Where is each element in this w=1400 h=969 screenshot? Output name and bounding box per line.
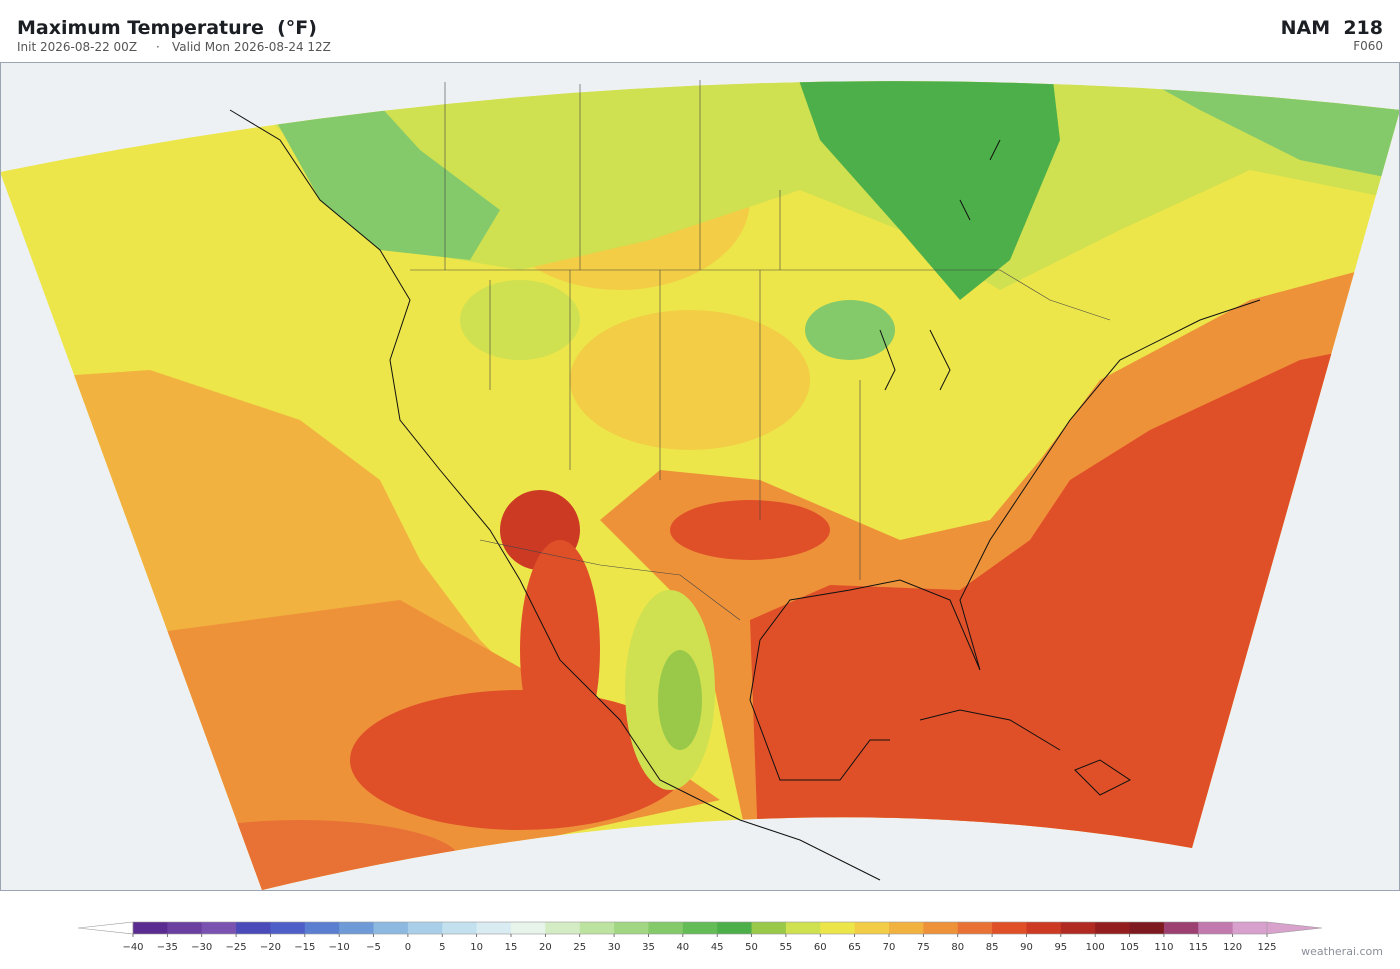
colorbar-tick-label: 95 — [1054, 942, 1067, 953]
colorbar-bin — [785, 922, 821, 934]
map — [0, 62, 1400, 891]
colorbar-under — [77, 921, 134, 935]
colorbar-bin — [820, 922, 856, 934]
forecast-hour: F060 — [1353, 39, 1383, 53]
colorbar-bin — [1095, 922, 1131, 934]
colorbar-bin — [1198, 922, 1234, 934]
colorbar-tick-label: 10 — [470, 942, 483, 953]
colorbar-bin — [648, 922, 684, 934]
colorbar: −40 −35 −30 −25 −20 −15 −10 −5 0 5 10 15 20 25 30 35 40 4… — [77, 921, 1323, 953]
colorbar-tick-label: 110 — [1154, 942, 1173, 953]
colorbar-tick-label: 65 — [848, 942, 861, 953]
coastlines — [229, 109, 1261, 881]
colorbar-bin — [442, 922, 478, 934]
colorbar-tick-label: −15 — [294, 942, 315, 953]
colorbar-bin — [1060, 922, 1096, 934]
separator: · — [156, 40, 160, 54]
colorbar-tick-label: 30 — [608, 942, 621, 953]
colorbar-frame — [132, 921, 1268, 935]
colorbar-tick-label: 90 — [1020, 942, 1033, 953]
colorbar-bin — [889, 922, 924, 934]
colorbar-tick-label: −35 — [157, 942, 178, 953]
valid-time: Valid Mon 2026-08-24 12Z — [172, 40, 331, 54]
temperature-field — [0, 81, 1400, 891]
colorbar-tick-label: −5 — [366, 942, 381, 953]
colorbar-tick-label: 120 — [1223, 942, 1242, 953]
colorbar-bin — [167, 922, 203, 934]
colorbar-bin — [476, 922, 512, 934]
colorbar-tick-label: −10 — [329, 942, 350, 953]
colorbar-tick-label: 20 — [539, 942, 552, 953]
colorbar-bin — [545, 922, 581, 934]
colorbar-tick-label: 50 — [745, 942, 758, 953]
colorbar-bin — [373, 922, 409, 934]
colorbar-tick-label: 105 — [1120, 942, 1139, 953]
colorbar-tick-label: 35 — [642, 942, 655, 953]
colorbar-tick-label: −40 — [122, 942, 143, 953]
colorbar-tick-label: 25 — [573, 942, 586, 953]
colorbar-bin — [407, 922, 443, 934]
colorbar-tick-label: 70 — [883, 942, 896, 953]
colorbar-over — [1266, 921, 1323, 935]
colorbar-bin — [957, 922, 993, 934]
colorbar-tick-label: 100 — [1086, 942, 1105, 953]
colorbar-tick-label: 115 — [1189, 942, 1208, 953]
colorbar-tick-label: 40 — [676, 942, 689, 953]
colorbar-bin — [923, 922, 959, 934]
colorbar-bin — [854, 922, 890, 934]
colorbar-bin — [1163, 922, 1199, 934]
colorbar-tick-label: 60 — [814, 942, 827, 953]
colorbar-bin — [579, 922, 615, 934]
colorbar-bin — [270, 922, 306, 934]
colorbar-bin — [1232, 922, 1268, 934]
colorbar-bin — [511, 922, 546, 934]
colorbar-tick-label: −20 — [260, 942, 281, 953]
colorbar-bin — [304, 922, 340, 934]
colorbar-tick-label: 125 — [1257, 942, 1276, 953]
colorbar-tick-label: 0 — [405, 942, 411, 953]
init-time: Init 2026-08-22 00Z — [17, 40, 137, 54]
colorbar-tick-label: 5 — [439, 942, 445, 953]
colorbar-bin — [236, 922, 271, 934]
title: Maximum Temperature (°F) — [17, 17, 317, 39]
colorbar-tick-label: −25 — [226, 942, 247, 953]
colorbar-tick-label: 80 — [951, 942, 964, 953]
colorbar-bin — [992, 922, 1027, 934]
colorbar-tick-label: 55 — [780, 942, 793, 953]
colorbar-tick-label: 85 — [986, 942, 999, 953]
colorbar-bin — [1129, 922, 1165, 934]
colorbar-tick-label: 15 — [505, 942, 518, 953]
colorbar-tick-label: −30 — [191, 942, 212, 953]
colorbar-bin — [201, 922, 237, 934]
borders — [410, 80, 1111, 621]
colorbar-bin — [133, 922, 168, 934]
model: NAM 218 — [1281, 17, 1383, 39]
watermark: weatherai.com — [1301, 945, 1383, 958]
colorbar-tick-label: 75 — [917, 942, 930, 953]
colorbar-tick-label: 45 — [711, 942, 724, 953]
colorbar-bin — [682, 922, 718, 934]
colorbar-bin — [614, 922, 649, 934]
colorbar-bin — [1026, 922, 1062, 934]
colorbar-bin — [339, 922, 375, 934]
colorbar-bin — [751, 922, 787, 934]
colorbar-bin — [717, 922, 753, 934]
